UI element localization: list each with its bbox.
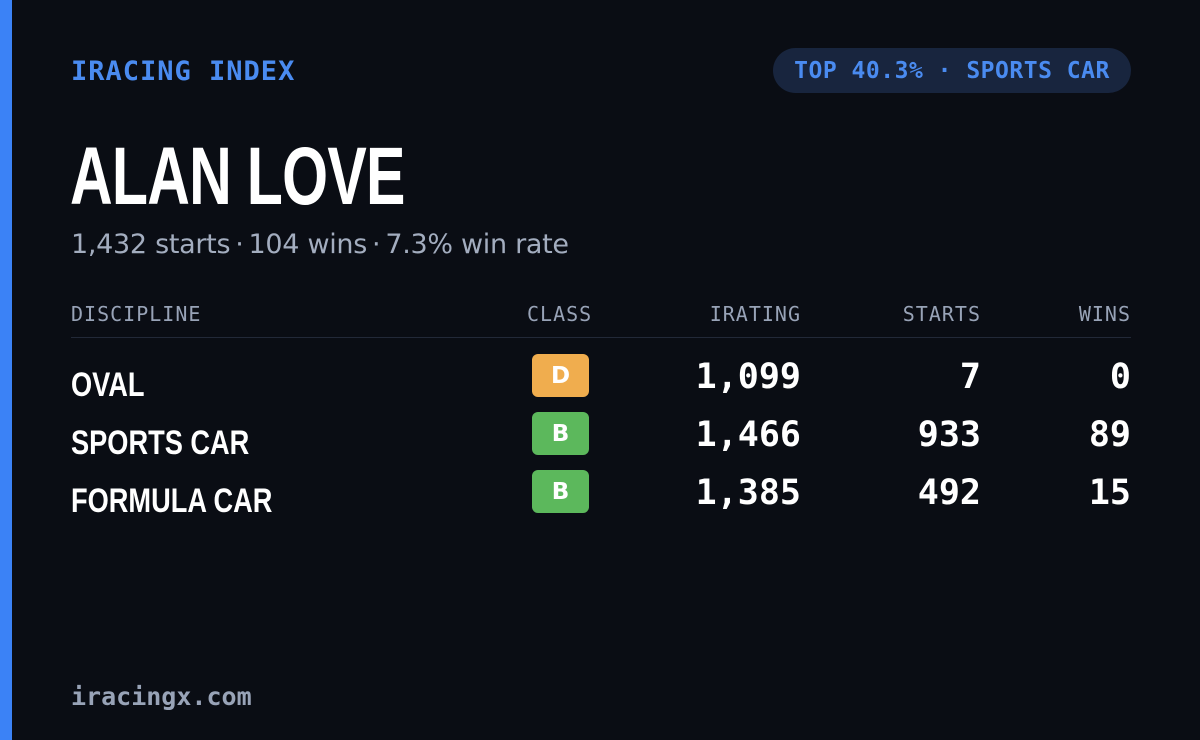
header-discipline: DISCIPLINE <box>71 302 202 326</box>
header-starts: STARTS <box>902 302 981 326</box>
discipline-name: OVAL <box>71 366 145 404</box>
footer-domain: iracingx.com <box>71 682 252 711</box>
separator: · <box>372 229 381 260</box>
discipline-name: SPORTS CAR <box>71 424 250 462</box>
license-class-badge: B <box>532 412 589 455</box>
wins-value: 15 <box>1088 473 1131 513</box>
irating-value: 1,099 <box>695 357 801 397</box>
irating-value: 1,466 <box>695 415 801 455</box>
license-class-badge: D <box>532 354 589 397</box>
table-row: OVAL D 1,099 7 0 <box>71 354 1131 404</box>
license-class-badge: B <box>532 470 589 513</box>
total-wins: 104 wins <box>248 229 368 260</box>
wins-value: 89 <box>1088 415 1131 455</box>
table-header: DISCIPLINE CLASS IRATING STARTS WINS <box>71 302 1131 338</box>
header-wins: WINS <box>1078 302 1131 326</box>
brand-label: IRACING INDEX <box>71 56 296 87</box>
table-row: FORMULA CAR B 1,385 492 15 <box>71 470 1131 520</box>
discipline-name: FORMULA CAR <box>71 482 273 520</box>
driver-name: ALAN LOVE <box>70 131 405 222</box>
starts-value: 933 <box>917 415 981 455</box>
header-class: CLASS <box>527 302 593 326</box>
irating-value: 1,385 <box>695 473 801 513</box>
table-row: SPORTS CAR B 1,466 933 89 <box>71 412 1131 462</box>
driver-summary: 1,432 starts · 104 wins · 7.3% win rate <box>71 229 569 260</box>
win-rate: 7.3% win rate <box>385 229 569 260</box>
wins-value: 0 <box>1109 357 1131 397</box>
percentile-badge: TOP 40.3% · SPORTS CAR <box>773 48 1131 93</box>
header-irating: IRATING <box>709 302 801 326</box>
starts-value: 492 <box>917 473 981 513</box>
accent-bar <box>0 0 12 740</box>
total-starts: 1,432 starts <box>71 229 231 260</box>
starts-value: 7 <box>959 357 981 397</box>
separator: · <box>235 229 244 260</box>
